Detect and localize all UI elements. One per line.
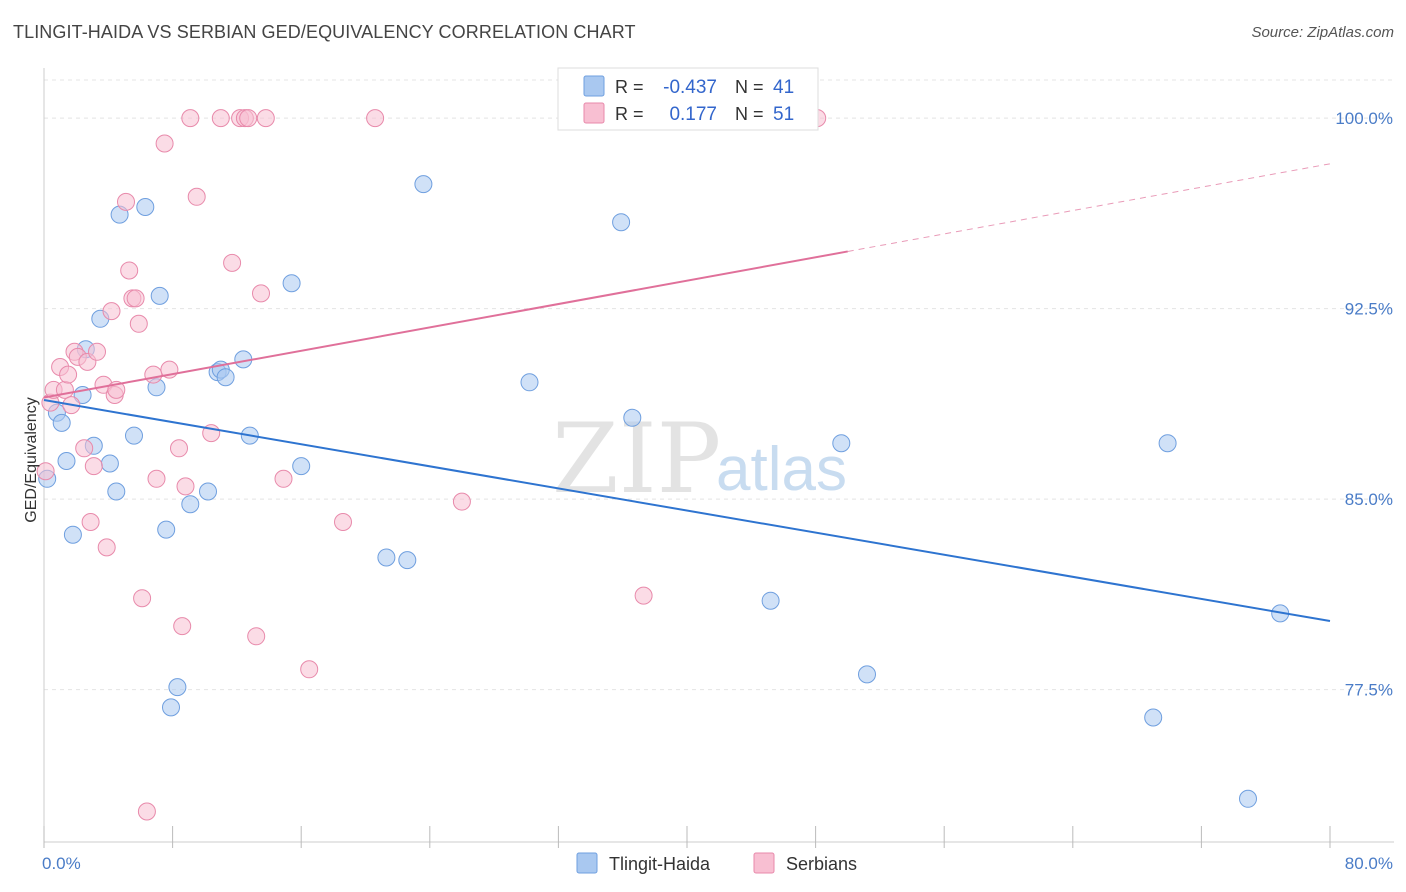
- axes: [43, 68, 1394, 848]
- legend-swatch-serbians: [753, 852, 775, 874]
- legend-label-tlingit-haida: Tlingit-Haida: [609, 854, 711, 874]
- point-serbians: [155, 134, 174, 153]
- x-tick-label: 80.0%: [1345, 854, 1393, 873]
- point-tlingit-haida: [216, 368, 235, 387]
- point-tlingit-haida: [398, 551, 417, 570]
- point-tlingit-haida: [282, 274, 301, 293]
- point-serbians: [144, 365, 163, 384]
- trend-line-tlingit-haida: [43, 399, 1331, 623]
- point-tlingit-haida: [57, 452, 76, 470]
- point-tlingit-haida: [377, 548, 396, 567]
- point-serbians: [75, 439, 94, 458]
- point-serbians: [170, 439, 188, 458]
- legend-swatch-serbians: [583, 102, 605, 124]
- point-serbians: [181, 109, 200, 128]
- point-tlingit-haida: [623, 408, 642, 427]
- legend-r-label: R =: [615, 104, 644, 124]
- point-serbians: [147, 469, 166, 488]
- y-tick-label: 85.0%: [1345, 490, 1393, 509]
- point-serbians: [55, 380, 74, 399]
- point-tlingit-haida: [100, 454, 119, 473]
- point-serbians: [247, 627, 266, 646]
- chart-title: TLINGIT-HAIDA VS SERBIAN GED/EQUIVALENCY…: [13, 22, 636, 42]
- point-serbians: [176, 477, 195, 496]
- x-tick-label: 0.0%: [42, 854, 81, 873]
- point-serbians: [239, 109, 258, 128]
- legend-n-label: N =: [735, 104, 764, 124]
- legend-n-value: 41: [773, 77, 794, 98]
- point-serbians: [252, 284, 270, 303]
- legend-swatch-tlingit-haida: [576, 852, 598, 874]
- source-label: Source: ZipAtlas.com: [1251, 24, 1394, 41]
- point-tlingit-haida: [107, 482, 126, 501]
- point-serbians: [634, 586, 653, 605]
- point-tlingit-haida: [199, 482, 217, 501]
- point-tlingit-haida: [858, 665, 876, 684]
- point-serbians: [84, 457, 103, 476]
- point-serbians: [97, 538, 116, 557]
- point-serbians: [117, 192, 135, 211]
- point-serbians: [81, 513, 100, 531]
- point-tlingit-haida: [761, 591, 780, 610]
- legend-label-serbians: Serbians: [786, 854, 857, 874]
- point-tlingit-haida: [125, 426, 143, 445]
- data-points: [36, 109, 1290, 821]
- point-serbians: [274, 469, 293, 488]
- y-tick-label: 100.0%: [1335, 109, 1393, 128]
- point-serbians: [120, 261, 139, 280]
- legend-n-value: 51: [773, 104, 794, 125]
- point-serbians: [223, 253, 242, 272]
- point-serbians: [300, 660, 319, 679]
- y-tick-labels: 100.0% 92.5% 85.0% 77.5%: [1335, 109, 1393, 700]
- point-serbians: [102, 302, 121, 321]
- x-tick-labels: 0.0% 80.0%: [42, 854, 1393, 873]
- point-tlingit-haida: [520, 373, 539, 392]
- watermark-atlas: atlas: [716, 435, 847, 504]
- legend-n-label: N =: [735, 77, 764, 97]
- point-tlingit-haida: [157, 520, 176, 539]
- point-tlingit-haida: [52, 413, 71, 432]
- point-serbians: [334, 513, 352, 531]
- point-tlingit-haida: [832, 434, 851, 453]
- point-serbians: [36, 462, 55, 481]
- legend-stats: R = -0.437 N = 41 R = 0.177 N = 51: [557, 67, 819, 131]
- y-tick-label: 92.5%: [1345, 300, 1393, 319]
- point-tlingit-haida: [162, 698, 180, 717]
- point-tlingit-haida: [612, 213, 631, 232]
- point-tlingit-haida: [292, 457, 311, 476]
- point-serbians: [133, 589, 152, 608]
- trend-line-serbians-dashed: [847, 163, 1331, 252]
- point-tlingit-haida: [136, 198, 155, 216]
- point-tlingit-haida: [181, 495, 200, 514]
- trend-lines: [43, 163, 1331, 623]
- point-tlingit-haida: [63, 525, 82, 544]
- legend-r-value: 0.177: [669, 104, 717, 125]
- point-tlingit-haida: [1158, 434, 1177, 453]
- legend-series: Tlingit-Haida Serbians: [576, 852, 857, 874]
- point-serbians: [137, 802, 156, 821]
- point-serbians: [256, 109, 275, 128]
- point-serbians: [59, 365, 78, 384]
- point-tlingit-haida: [168, 678, 187, 697]
- point-tlingit-haida: [1144, 708, 1163, 727]
- legend-r-label: R =: [615, 77, 644, 97]
- point-tlingit-haida: [414, 175, 433, 194]
- point-serbians: [187, 187, 206, 206]
- point-serbians: [173, 617, 192, 636]
- point-serbians: [88, 342, 106, 361]
- legend-r-value: -0.437: [663, 77, 717, 98]
- y-tick-label: 77.5%: [1345, 681, 1393, 700]
- watermark: ZIP atlas: [552, 403, 847, 515]
- point-serbians: [211, 109, 230, 128]
- point-tlingit-haida: [150, 286, 169, 305]
- legend-swatch-tlingit-haida: [583, 75, 605, 97]
- point-serbians: [366, 109, 385, 128]
- trend-line-serbians: [43, 250, 848, 399]
- point-serbians: [129, 314, 148, 333]
- point-serbians: [452, 492, 471, 511]
- y-axis-label: GED/Equivalency: [23, 397, 40, 522]
- point-serbians: [126, 289, 145, 308]
- point-tlingit-haida: [1239, 789, 1257, 808]
